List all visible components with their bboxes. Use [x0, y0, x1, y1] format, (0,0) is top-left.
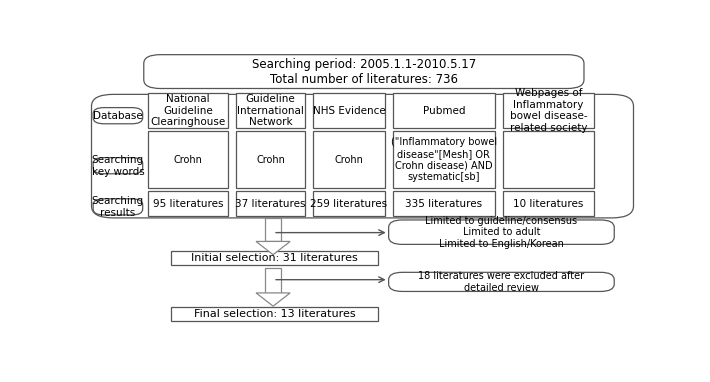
Polygon shape — [256, 241, 290, 255]
Text: Database: Database — [93, 111, 143, 121]
Bar — [236, 191, 305, 217]
Bar — [503, 191, 594, 217]
Text: 10 literatures: 10 literatures — [513, 199, 584, 209]
Bar — [148, 191, 228, 217]
Bar — [503, 131, 594, 188]
Text: Guideline
International
Network: Guideline International Network — [237, 94, 304, 127]
Bar — [171, 307, 378, 321]
Bar — [236, 93, 305, 128]
Text: Limited to guideline/consensus
Limited to adult
Limited to English/Korean: Limited to guideline/consensus Limited t… — [425, 215, 577, 249]
Text: 335 literatures: 335 literatures — [405, 199, 483, 209]
Bar — [313, 191, 385, 217]
Text: Searching
results: Searching results — [92, 196, 144, 218]
FancyBboxPatch shape — [93, 158, 143, 174]
Bar — [148, 93, 228, 128]
Bar — [236, 131, 305, 188]
Text: NHS Evidence: NHS Evidence — [312, 105, 386, 115]
Text: Searching period: 2005.1.1-2010.5.17
Total number of literatures: 736: Searching period: 2005.1.1-2010.5.17 Tot… — [252, 58, 476, 86]
FancyBboxPatch shape — [388, 220, 614, 244]
Text: Crohn: Crohn — [174, 155, 202, 165]
Bar — [171, 251, 378, 265]
Bar — [393, 93, 495, 128]
FancyBboxPatch shape — [388, 272, 614, 291]
Polygon shape — [256, 293, 290, 306]
Bar — [503, 93, 594, 128]
Text: Pubmed: Pubmed — [422, 105, 465, 115]
Bar — [266, 268, 280, 293]
Text: Initial selection: 31 literatures: Initial selection: 31 literatures — [191, 253, 358, 263]
Text: 95 literatures: 95 literatures — [153, 199, 224, 209]
Bar — [313, 131, 385, 188]
Text: Crohn: Crohn — [334, 155, 364, 165]
Bar — [393, 131, 495, 188]
Bar — [393, 191, 495, 217]
Text: Final selection: 13 literatures: Final selection: 13 literatures — [194, 309, 355, 319]
Bar — [266, 218, 280, 241]
Bar — [148, 131, 228, 188]
Text: 259 literatures: 259 literatures — [310, 199, 388, 209]
Text: National
Guideline
Clearinghouse: National Guideline Clearinghouse — [151, 94, 226, 127]
FancyBboxPatch shape — [93, 108, 143, 124]
Text: 37 literatures: 37 literatures — [235, 199, 306, 209]
Text: 18 literatures were excluded after
detailed review: 18 literatures were excluded after detai… — [418, 271, 584, 293]
FancyBboxPatch shape — [93, 199, 143, 215]
Text: Webpages of
Inflammatory
bowel disease-
related society: Webpages of Inflammatory bowel disease- … — [510, 88, 587, 133]
Text: Crohn: Crohn — [256, 155, 285, 165]
Text: ("Inflammatory bowel
disease"[Mesh] OR
Crohn disease) AND
systematic[sb]: ("Inflammatory bowel disease"[Mesh] OR C… — [391, 138, 497, 182]
Bar — [313, 93, 385, 128]
FancyBboxPatch shape — [143, 55, 584, 89]
Text: Searching
key words: Searching key words — [92, 155, 144, 176]
